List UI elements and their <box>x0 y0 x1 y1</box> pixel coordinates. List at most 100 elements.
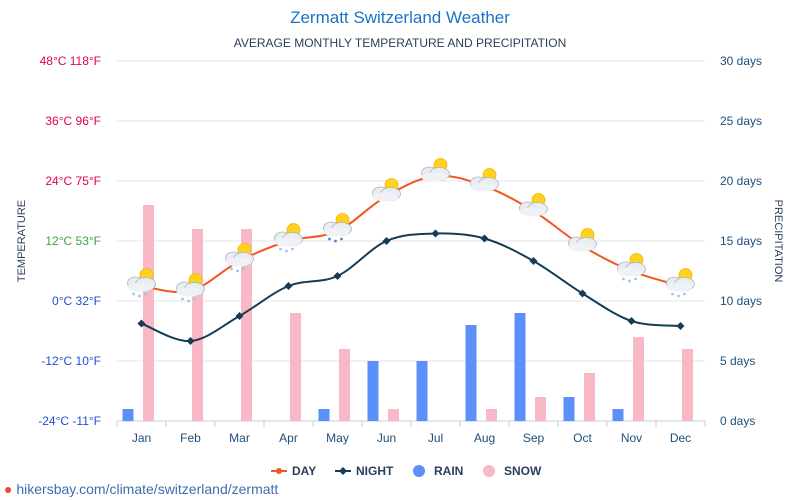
temperature-axis: 48°C 118°F 36°C 96°F 24°C 75°F 12°C 53°F 0°C… <box>38 54 101 428</box>
legend-swatch <box>483 465 495 477</box>
precipitation-tick-label: 20 days <box>720 174 762 188</box>
precipitation-tick-label: 15 days <box>720 234 762 248</box>
partly-cloudy-icon <box>470 168 499 192</box>
cloud-base <box>225 257 252 267</box>
rain-bar <box>367 361 379 421</box>
precip-dot <box>671 292 674 296</box>
cloud-base <box>470 182 497 192</box>
temperature-tick-label: 24°C 75°F <box>45 174 101 188</box>
rain-cloud-icon <box>323 213 352 243</box>
partly-cloudy-icon <box>421 158 450 182</box>
legend-label: NIGHT <box>356 464 394 478</box>
legend-item-snow[interactable]: SNOW <box>483 464 542 478</box>
legend-item-day[interactable]: DAY <box>271 464 316 478</box>
partly-cloudy-icon <box>519 193 548 217</box>
temperature-tick-label: -24°C -11°F <box>38 414 101 428</box>
month-label: Aug <box>474 431 495 445</box>
night-point <box>529 257 538 265</box>
snow-bar <box>535 397 546 421</box>
rain-bar <box>318 409 330 421</box>
night-point <box>382 237 391 245</box>
precip-dot <box>291 247 294 251</box>
precip-dot <box>242 267 245 271</box>
snow-bar <box>290 313 301 421</box>
snow-bar <box>486 409 497 421</box>
month-label: Jul <box>428 431 443 445</box>
month-label: Dec <box>670 431 691 445</box>
legend-marker <box>339 467 347 475</box>
temperature-tick-label: 12°C 53°F <box>45 234 101 248</box>
snow-cloud-icon <box>666 268 695 298</box>
snow-bar <box>192 229 203 421</box>
precip-dot <box>334 239 337 243</box>
night-point <box>186 337 195 345</box>
cloud-base <box>519 207 546 217</box>
precip-dot <box>236 269 239 273</box>
precip-dot <box>683 292 686 296</box>
chart-legend[interactable]: DAY NIGHT RAIN SNOW <box>271 464 542 478</box>
precipitation-tick-label: 5 days <box>720 354 755 368</box>
precip-dot <box>181 297 184 301</box>
month-label: Feb <box>180 431 201 445</box>
precipitation-tick-label: 25 days <box>720 114 762 128</box>
snow-bar <box>633 337 644 421</box>
precipitation-tick-label: 0 days <box>720 414 755 428</box>
rain-bar <box>514 313 526 421</box>
night-point <box>578 289 587 298</box>
night-point <box>480 234 489 243</box>
month-label: Oct <box>573 431 592 445</box>
snow-cloud-icon <box>617 253 646 283</box>
rain-bar <box>416 361 428 421</box>
precip-dot <box>677 294 680 298</box>
night-point <box>676 322 685 330</box>
legend-label: RAIN <box>434 464 463 478</box>
precip-dot <box>132 292 135 296</box>
legend-marker <box>276 468 282 474</box>
source-link[interactable]: ● hikersbay.com/climate/switzerland/zerm… <box>4 481 278 497</box>
precipitation-tick-label: 30 days <box>720 54 762 68</box>
cloud-base <box>666 282 693 292</box>
precip-dot <box>193 297 196 301</box>
snow-bar <box>241 229 252 421</box>
night-point <box>235 312 244 320</box>
night-temperature-line <box>141 232 681 343</box>
night-point <box>137 319 146 328</box>
snow-bar <box>143 205 154 421</box>
snow-cloud-icon <box>127 268 156 298</box>
legend-item-night[interactable]: NIGHT <box>335 464 394 478</box>
precipitation-tick-label: 10 days <box>720 294 762 308</box>
night-point <box>284 282 293 290</box>
precip-dot <box>340 237 343 241</box>
precip-dot <box>628 279 631 283</box>
snow-bar <box>388 409 399 421</box>
cloud-base <box>372 192 399 202</box>
legend-swatch <box>413 465 425 477</box>
snow-bar <box>682 349 693 421</box>
snow-bar <box>339 349 350 421</box>
snow-cloud-icon <box>225 243 254 273</box>
rain-bar <box>563 397 575 421</box>
snow-cloud-icon <box>274 223 303 253</box>
precipitation-bars <box>122 205 693 421</box>
chart-subtitle: AVERAGE MONTHLY TEMPERATURE AND PRECIPIT… <box>233 36 567 50</box>
cloud-base <box>323 227 350 237</box>
precip-dot <box>230 267 233 271</box>
precip-dot <box>187 299 190 303</box>
temperature-tick-label: 0°C 32°F <box>52 294 101 308</box>
legend-item-rain[interactable]: RAIN <box>413 464 463 478</box>
month-label: Jan <box>132 431 151 445</box>
source-text: hikersbay.com/climate/switzerland/zermat… <box>16 481 279 497</box>
precip-dot <box>144 292 147 296</box>
legend-label: DAY <box>292 464 316 478</box>
cloud-base <box>274 237 301 247</box>
precip-dot <box>279 247 282 251</box>
cloud-base <box>568 242 595 252</box>
grid-lines <box>117 60 705 422</box>
month-label: Apr <box>279 431 298 445</box>
month-label: Nov <box>621 431 642 445</box>
precip-dot <box>285 249 288 253</box>
month-label: Jun <box>377 431 396 445</box>
temperature-tick-label: -12°C 10°F <box>41 354 101 368</box>
night-point <box>333 272 342 280</box>
temperature-axis-label: TEMPERATURE <box>16 200 28 282</box>
